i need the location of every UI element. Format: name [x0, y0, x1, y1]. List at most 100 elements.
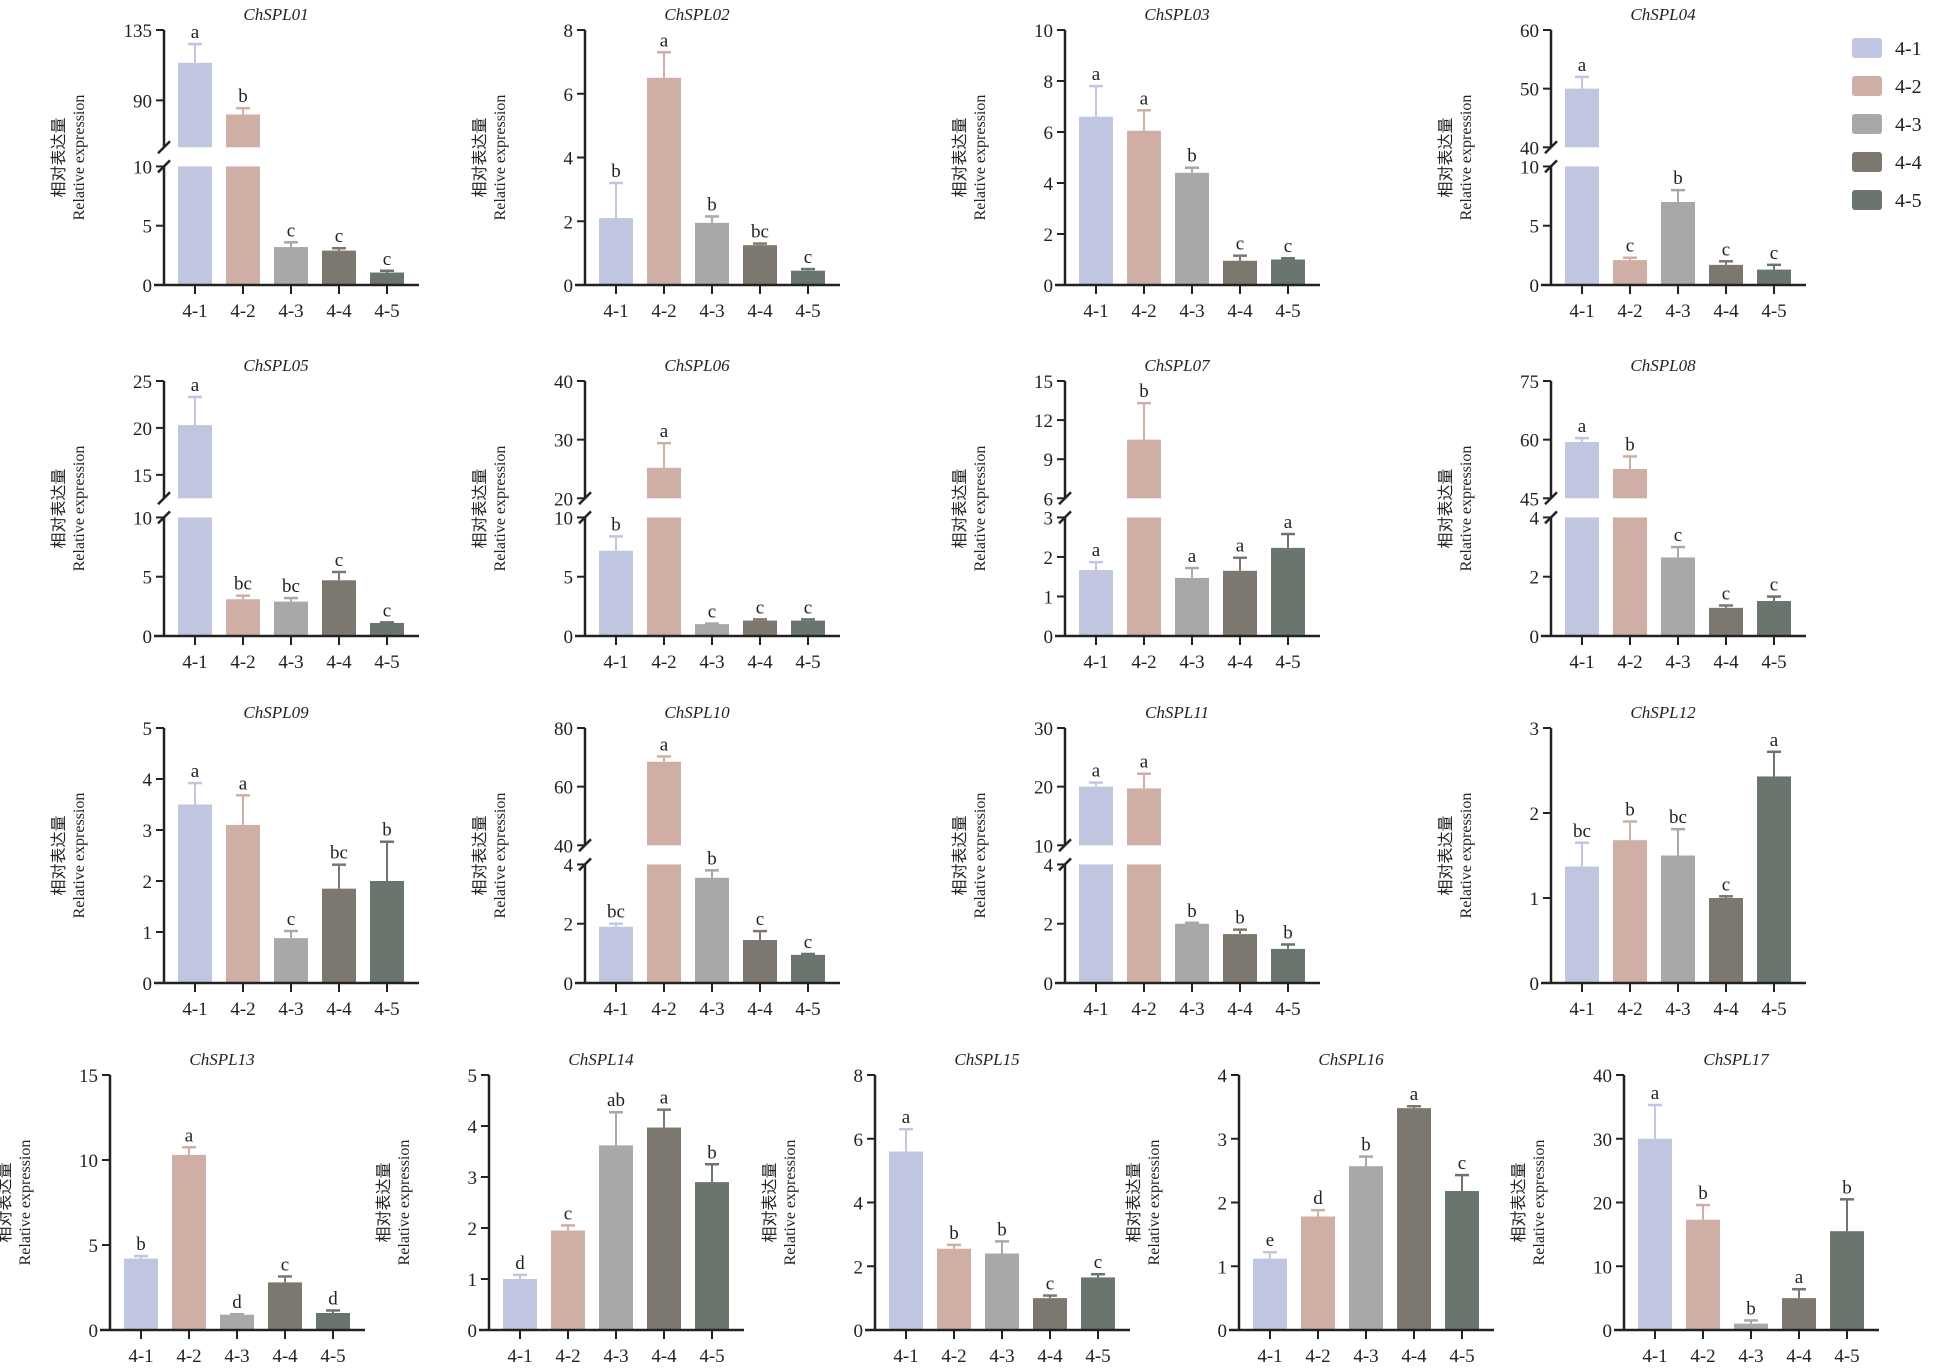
y-tick-label: 5	[143, 217, 153, 238]
significance-letter: c	[1722, 239, 1730, 260]
significance-letter: c	[1722, 583, 1730, 604]
y-tick-label: 9	[1044, 450, 1054, 471]
chart-title: ChSPL11	[1145, 703, 1209, 722]
significance-letter: c	[1284, 236, 1292, 257]
significance-letter: c	[564, 1203, 572, 1224]
x-tick-label: 4-3	[699, 652, 724, 673]
x-tick-label: 4-2	[651, 301, 676, 322]
bar-4-5	[316, 1313, 350, 1330]
significance-letter: c	[281, 1254, 289, 1275]
y-axis-label: Relative expression	[972, 95, 989, 221]
significance-letter: b	[611, 514, 621, 535]
significance-letter: c	[1236, 234, 1244, 255]
bar-4-4	[322, 250, 356, 285]
bar-4-5	[695, 1182, 729, 1330]
bar-4-4	[1782, 1298, 1816, 1330]
bar-4-3	[274, 601, 308, 636]
y-tick-label: 15	[1034, 372, 1053, 393]
y-tick-label: 45	[1520, 489, 1539, 510]
significance-letter: b	[707, 194, 717, 215]
bar-4-1	[178, 804, 212, 983]
y-tick-label: 30	[554, 431, 573, 452]
significance-letter: c	[1046, 1274, 1054, 1295]
y-axis-label-cn: 相对表达量	[1437, 815, 1455, 895]
y-tick-label: 3	[143, 821, 153, 842]
x-tick-label: 4-2	[651, 999, 676, 1020]
bar-4-4	[1709, 898, 1743, 983]
chart-title: ChSPL05	[243, 356, 308, 375]
significance-letter: bc	[330, 843, 348, 864]
significance-letter: a	[239, 773, 248, 794]
x-tick-label: 4-4	[326, 999, 352, 1020]
x-tick-label: 4-4	[326, 652, 352, 673]
x-tick-label: 4-3	[1179, 652, 1204, 673]
x-tick-label: 4-5	[1275, 301, 1300, 322]
x-tick-label: 4-5	[374, 652, 399, 673]
bar-4-3	[274, 247, 308, 285]
bar-4-1-lower	[1079, 864, 1113, 983]
x-tick-label: 4-2	[651, 652, 676, 673]
y-axis-label-cn: 相对表达量	[951, 815, 969, 895]
y-tick-label: 0	[1530, 627, 1540, 648]
bar-4-1-upper	[1079, 786, 1113, 846]
bar-4-3	[695, 624, 729, 636]
x-tick-label: 4-1	[507, 1346, 532, 1367]
y-tick-label: 2	[1044, 915, 1054, 936]
y-tick-label: 90	[133, 91, 152, 112]
significance-letter: a	[1770, 730, 1779, 751]
y-tick-label: 0	[143, 627, 153, 648]
legend-label: 4-1	[1895, 38, 1922, 60]
bar-4-2-upper	[647, 761, 681, 846]
bar-4-1	[1079, 569, 1113, 636]
chart-title: ChSPL12	[1630, 703, 1696, 722]
y-tick-label: 10	[1520, 157, 1539, 178]
y-tick-label: 0	[1530, 974, 1540, 995]
y-tick-label: 75	[1520, 372, 1539, 393]
y-axis-label-cn: 相对表达量	[50, 117, 68, 197]
significance-letter: a	[1410, 1084, 1419, 1105]
y-tick-label: 2	[1044, 548, 1054, 569]
x-tick-label: 4-5	[374, 999, 399, 1020]
y-tick-label: 30	[1034, 719, 1053, 740]
bar-4-2-upper	[647, 467, 681, 499]
significance-letter: a	[660, 421, 669, 442]
significance-letter: a	[1092, 540, 1101, 561]
bar-4-4	[743, 620, 777, 636]
x-tick-label: 4-1	[1083, 652, 1108, 673]
bar-4-2-lower	[1127, 517, 1161, 636]
x-tick-label: 4-2	[1617, 652, 1642, 673]
x-tick-label: 4-5	[1449, 1346, 1474, 1367]
y-tick-label: 5	[564, 568, 574, 589]
bar-4-2	[1613, 840, 1647, 983]
bar-4-2	[647, 77, 681, 285]
significance-letter: b	[1673, 168, 1683, 189]
subplot-chspl06: ChSPL06 相对表达量 Relative expression b 4-1 a 4-2 c…	[471, 356, 840, 673]
bar-4-5	[1445, 1191, 1479, 1330]
x-tick-label: 4-3	[1665, 652, 1690, 673]
x-tick-label: 4-3	[989, 1346, 1014, 1367]
y-axis-label-cn: 相对表达量	[1125, 1162, 1143, 1242]
charts-group: ChSPL01 相对表达量 Relative expression a 4-1 b 4-2 c…	[0, 5, 1879, 1367]
y-tick-label: 8	[1044, 72, 1054, 93]
x-tick-label: 4-1	[182, 301, 207, 322]
bar-4-5	[370, 881, 404, 983]
significance-letter: b	[1361, 1135, 1371, 1156]
y-tick-label: 80	[554, 719, 573, 740]
significance-letter: b	[382, 820, 392, 841]
bar-4-2	[1686, 1219, 1720, 1330]
y-axis-label-cn: 相对表达量	[471, 468, 489, 548]
legend-label: 4-4	[1895, 152, 1922, 174]
y-tick-label: 1	[1530, 889, 1540, 910]
bar-4-2	[226, 599, 260, 636]
y-tick-label: 40	[1520, 138, 1539, 159]
y-tick-label: 40	[554, 372, 573, 393]
chart-title: ChSPL01	[243, 5, 308, 24]
bar-4-4	[268, 1282, 302, 1330]
bar-4-5	[1271, 948, 1305, 983]
x-tick-label: 4-1	[1257, 1346, 1282, 1367]
x-tick-label: 4-2	[1617, 301, 1642, 322]
significance-letter: bc	[1669, 807, 1687, 828]
x-tick-label: 4-4	[1713, 999, 1739, 1020]
significance-letter: b	[1746, 1298, 1756, 1319]
